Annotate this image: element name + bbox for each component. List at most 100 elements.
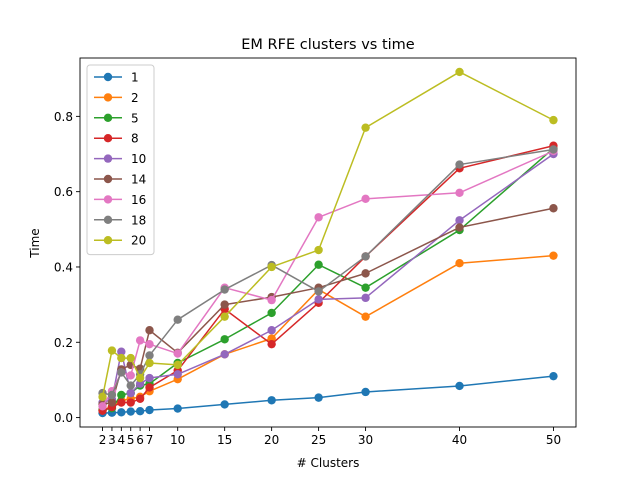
data-point [361,293,370,303]
data-point [361,194,370,204]
legend-entry-1: 1 [94,71,139,85]
legend-entry-8: 8 [94,132,139,146]
x-tick-label: 25 [311,433,326,447]
data-point [126,353,135,363]
legend-box [86,64,155,256]
y-tick-label: 0.0 [54,411,73,425]
legend-label: 1 [131,71,139,85]
legend-entry-18: 18 [94,213,146,227]
data-point [135,373,145,383]
data-point [220,300,229,309]
data-point [117,353,126,363]
legend-entry-14: 14 [94,173,146,187]
data-point [220,350,229,359]
x-tick-label: 6 [136,433,144,447]
data-point [173,349,182,358]
legend-label: 16 [131,193,146,207]
data-point [98,392,107,402]
data-point [135,406,145,416]
data-point [267,396,276,405]
x-tick-label: 10 [170,433,185,447]
legend-label: 10 [131,152,146,166]
legend-label: 20 [131,234,146,248]
data-point [145,351,154,360]
legend: 1 2 5 8 10 14 16 18 20 [86,64,155,256]
data-point [220,312,229,321]
plot-area [98,67,558,418]
data-point [267,308,276,318]
data-point [220,285,229,294]
data-point [314,295,323,304]
data-point [145,373,154,383]
x-tick-label: 30 [358,433,373,447]
y-tick-label: 0.8 [54,110,73,124]
x-axis-label: # Clusters [297,456,360,470]
data-point [455,223,464,232]
legend-marker [103,113,113,123]
legend-marker [103,93,113,102]
legend-marker [103,72,113,82]
data-point [173,360,182,370]
data-point [135,394,145,403]
data-point [126,398,135,407]
data-point [455,67,464,77]
data-point [314,245,323,255]
legend-marker [103,134,113,143]
data-point [145,326,154,335]
data-point [117,408,126,417]
legend-entry-10: 10 [94,152,146,166]
legend-marker [103,174,113,184]
y-tick-label: 0.4 [54,260,73,274]
legend-label: 18 [131,213,146,227]
data-point [361,312,370,321]
data-point [145,405,154,415]
data-point [361,123,370,132]
y-tick-label: 0.6 [54,185,73,199]
data-point [267,295,276,305]
data-point [126,388,135,398]
data-point [126,407,135,416]
data-point [107,390,117,400]
data-point [267,339,276,349]
legend-label: 14 [131,173,146,187]
axes-frame [79,57,577,428]
legend-entry-5: 5 [94,111,139,125]
legend-label: 5 [131,111,139,125]
data-point [455,259,464,268]
y-tick-label: 0.2 [54,336,73,350]
x-tick-label: 40 [452,433,467,447]
data-point [361,283,370,292]
data-point [549,251,558,260]
legend-marker [103,236,113,245]
data-point [135,336,145,345]
data-point [549,115,558,125]
legend-entry-20: 20 [94,234,146,248]
data-point [117,398,126,407]
chart-title: EM RFE clusters vs time [241,37,415,53]
legend-label: 8 [131,132,139,146]
data-point [267,326,276,335]
series-1 [98,371,558,418]
legend-entry-16: 16 [94,193,146,207]
legend-marker [103,195,113,204]
data-point [173,370,182,379]
legend-label: 2 [131,91,139,105]
axes: 2 3 4 5 6 7 10 15 20 25 30 40 500.00.20.40.60.8 [54,57,577,447]
data-point [314,393,323,402]
series-20 [98,67,558,402]
data-point [549,204,558,213]
x-tick-label: 2 [99,433,107,447]
data-point [107,398,117,407]
data-point [107,346,117,355]
data-point [117,390,126,400]
data-point [314,260,323,269]
data-point [455,160,464,169]
legend-marker [103,215,113,224]
data-point [361,387,370,397]
data-point [314,287,323,296]
x-tick-label: 50 [546,433,561,447]
data-point [455,381,464,391]
data-point [220,400,229,409]
